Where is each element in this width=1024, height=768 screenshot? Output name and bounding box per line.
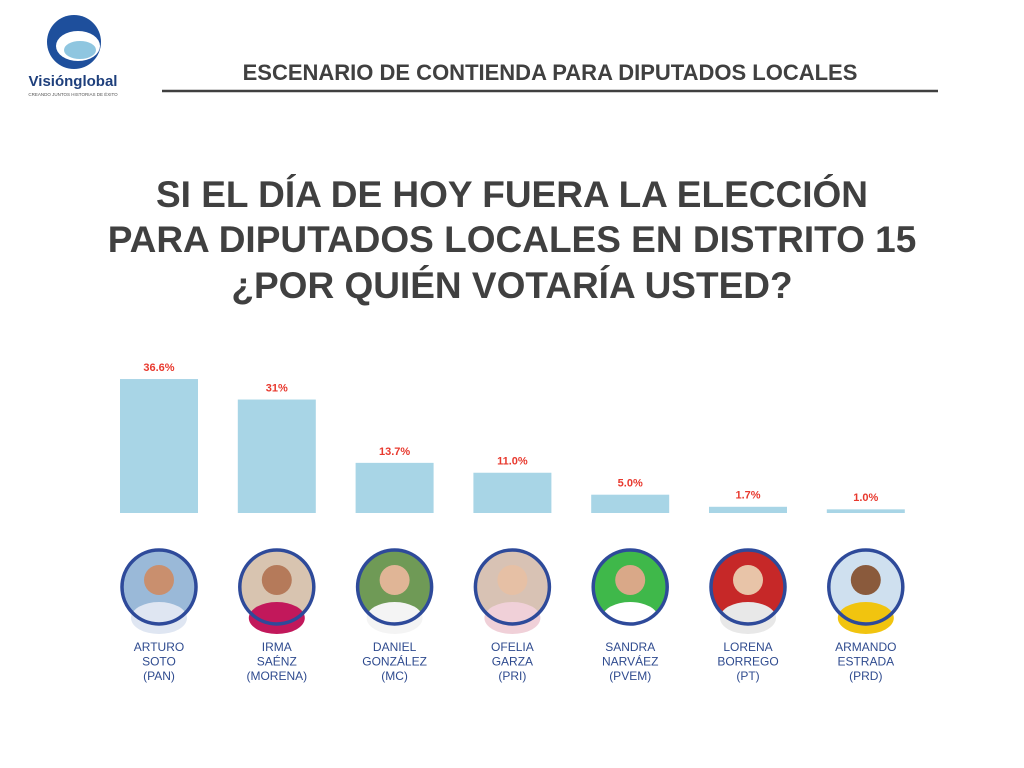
logo-name: Visiónglobal — [29, 73, 118, 90]
photo-head — [733, 565, 763, 595]
value-label: 13.7% — [379, 446, 410, 458]
photo-head — [144, 565, 174, 595]
candidate-photo — [238, 548, 316, 634]
value-label: 5.0% — [618, 478, 643, 490]
candidate-photo — [120, 548, 198, 634]
photo-head — [379, 565, 410, 595]
x-tick-label: (MORENA) — [246, 669, 307, 683]
question-line: ¿POR QUIÉN VOTARÍA USTED? — [231, 265, 792, 306]
photo-body — [131, 602, 187, 634]
photo-border — [827, 548, 905, 626]
candidate-photo — [355, 548, 434, 634]
photo-border — [709, 548, 787, 626]
x-tick-label: NARVÁEZ — [602, 654, 658, 669]
photo-body — [484, 602, 541, 634]
photo-border — [238, 548, 316, 626]
x-tick-label: SAÉNZ — [257, 654, 297, 669]
photo-head — [615, 565, 646, 595]
bar — [591, 494, 670, 513]
x-tick-label: ARMANDO — [835, 640, 896, 654]
photo-head — [850, 565, 881, 595]
x-tick-label: GARZA — [492, 655, 533, 669]
value-label: 1.0% — [853, 492, 878, 504]
x-tick-label: SANDRA — [605, 640, 655, 654]
photo-border — [591, 548, 669, 626]
x-tick-label: (PAN) — [143, 669, 175, 683]
candidate-photo — [473, 548, 552, 634]
question-line: SI EL DÍA DE HOY FUERA LA ELECCIÓN — [156, 173, 868, 215]
bar — [826, 509, 905, 513]
x-tick-label: (PRD) — [849, 669, 882, 683]
x-tick-label: (PT) — [736, 669, 759, 683]
x-tick-label: BORREGO — [717, 655, 778, 669]
photo-body — [720, 602, 776, 634]
value-label: 36.6% — [143, 362, 174, 374]
header-title: ESCENARIO DE CONTIENDA PARA DIPUTADOS LO… — [243, 60, 858, 85]
x-tick-label: (PRI) — [498, 669, 526, 683]
logo-tagline: CREANDO JUNTOS HISTORIAS DE ÉXITO — [28, 91, 118, 97]
photo-head — [497, 565, 528, 595]
x-tick-label: (MC) — [381, 669, 408, 683]
photo-border — [473, 548, 552, 626]
x-tick-label: GONZÁLEZ — [362, 654, 427, 669]
x-tick-label: OFELIA — [491, 640, 534, 654]
bar — [709, 506, 787, 513]
x-tick-label: ARTURO — [134, 640, 184, 654]
value-label: 31% — [266, 382, 288, 394]
value-label: 11.0% — [497, 456, 528, 468]
photo-body — [366, 602, 423, 634]
bar — [237, 399, 316, 513]
photo-body — [602, 602, 659, 634]
x-tick-label: (PVEM) — [609, 669, 651, 683]
candidate-photo — [591, 548, 669, 634]
photo-border — [355, 548, 434, 626]
bar — [473, 472, 552, 513]
x-tick-label: SOTO — [142, 655, 176, 669]
candidate-photo — [709, 548, 787, 634]
photo-body — [837, 602, 894, 634]
photo-border — [120, 548, 198, 626]
value-label: 1.7% — [735, 490, 760, 502]
bar — [355, 462, 434, 513]
logo-swirl — [64, 41, 96, 59]
photo-body — [248, 602, 305, 634]
x-tick-label: ESTRADA — [837, 655, 894, 669]
x-tick-label: LORENA — [723, 640, 772, 654]
candidate-photo — [827, 548, 905, 634]
x-tick-label: IRMA — [262, 640, 292, 654]
logo: Visiónglobal CREANDO JUNTOS HISTORIAS DE… — [28, 15, 118, 97]
photo-head — [261, 565, 292, 595]
x-tick-label: DANIEL — [373, 640, 417, 654]
bar — [120, 379, 198, 513]
question-line: PARA DIPUTADOS LOCALES EN DISTRITO 15 — [108, 219, 917, 260]
